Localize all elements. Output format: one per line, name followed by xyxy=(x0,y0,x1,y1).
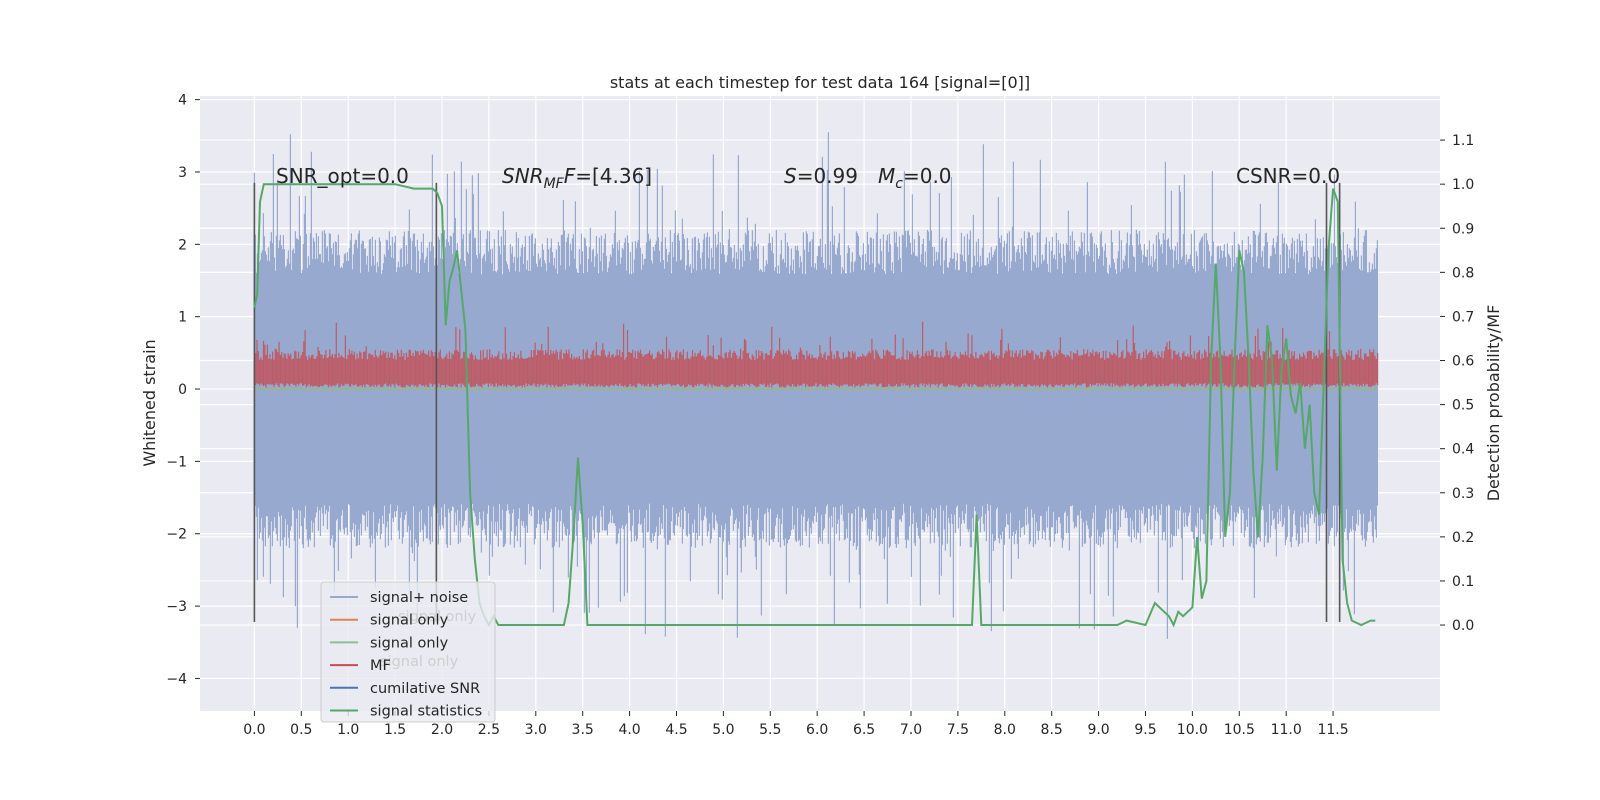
legend-box xyxy=(320,581,496,723)
y-tick-label: 3 xyxy=(178,165,187,181)
x-tick-label: 4.0 xyxy=(618,722,640,738)
x-tick-label: 0.5 xyxy=(290,722,312,738)
x-tick-label: 10.0 xyxy=(1177,722,1208,738)
y-tick-label: −2 xyxy=(166,527,187,543)
x-axis-ticks: 0.0 0.5 1.0 1.5 2.0 2.5 3.0 3.5 4.0 4.5 5.0 5.5 6.0 6… xyxy=(243,711,1349,738)
legend-label: MF xyxy=(370,658,391,674)
x-tick-label: 4.5 xyxy=(665,722,687,738)
legend-ghost-label: signal only xyxy=(398,609,477,625)
annotation-snr-opt: SNR_opt=0.0 xyxy=(276,164,409,188)
x-tick-label: 1.5 xyxy=(384,722,406,738)
y-tick-label: −3 xyxy=(166,599,187,615)
x-tick-label: 3.5 xyxy=(572,722,594,738)
x-tick-label: 0.0 xyxy=(243,722,265,738)
y2-axis-ticks: 0.0 0.1 0.2 0.3 0.4 0.5 0.6 0.7 0.8 0.9 1.0 1.1 xyxy=(1440,133,1474,634)
y2-tick-label: 0.0 xyxy=(1452,618,1474,634)
mc-value: =0.0 xyxy=(903,164,952,188)
legend-label: cumilative SNR xyxy=(370,681,480,697)
y-axis-label: Whitened strain xyxy=(140,339,159,466)
x-tick-label: 2.0 xyxy=(431,722,453,738)
y2-tick-label: 0.8 xyxy=(1452,265,1474,281)
s-value: =0.99 xyxy=(797,164,858,188)
x-tick-label: 7.5 xyxy=(947,722,969,738)
y-tick-label: 4 xyxy=(178,93,187,109)
legend-label: signal only xyxy=(370,613,449,629)
x-tick-label: 1.0 xyxy=(337,722,359,738)
mc-main: M xyxy=(878,164,895,188)
y2-tick-label: 0.4 xyxy=(1452,442,1474,458)
y-tick-label: −1 xyxy=(166,454,187,470)
signal-statistics-series xyxy=(253,183,1376,628)
x-tick-label: 10.5 xyxy=(1224,722,1255,738)
y2-tick-label: 0.3 xyxy=(1452,486,1474,502)
x-tick-label: 3.0 xyxy=(525,722,547,738)
y-tick-label: −4 xyxy=(166,671,187,687)
x-tick-label: 5.5 xyxy=(759,722,781,738)
x-tick-label: 7.0 xyxy=(900,722,922,738)
legend-ghost-label: signal only xyxy=(380,654,459,670)
y-tick-label: 2 xyxy=(178,237,187,253)
x-tick-label: 2.5 xyxy=(478,722,500,738)
x-tick-label: 8.5 xyxy=(1041,722,1063,738)
y2-axis-label: Detection probability/MF xyxy=(1484,305,1503,502)
mc-sub: c xyxy=(895,176,903,192)
legend-label: signal statistics xyxy=(370,704,482,720)
x-tick-label: 11.5 xyxy=(1317,722,1348,738)
y2-tick-label: 0.2 xyxy=(1452,530,1474,546)
y2-tick-label: 0.5 xyxy=(1452,398,1474,414)
legend: signal only signal only signal+ noise sig… xyxy=(320,581,496,723)
x-tick-label: 6.0 xyxy=(806,722,828,738)
x-tick-label: 8.0 xyxy=(994,722,1016,738)
y2-tick-label: 1.1 xyxy=(1452,133,1474,149)
y-tick-label: 0 xyxy=(178,382,187,398)
snr-mf-main: SNR xyxy=(502,164,544,188)
s-main: S xyxy=(784,164,797,188)
x-tick-label: 6.5 xyxy=(853,722,875,738)
annotation-csnr: CSNR=0.0 xyxy=(1236,164,1340,188)
y2-tick-label: 0.7 xyxy=(1452,309,1474,325)
x-tick-label: 5.0 xyxy=(712,722,734,738)
y-axis-ticks: 4 3 2 1 0 −1 −2 −3 −4 xyxy=(166,93,200,687)
x-tick-label: 11.0 xyxy=(1271,722,1302,738)
legend-label: signal only xyxy=(370,635,449,651)
y-tick-label: 1 xyxy=(178,310,187,326)
y2-tick-label: 0.9 xyxy=(1452,221,1474,237)
chart-title: stats at each timestep for test data 164… xyxy=(610,73,1030,92)
annotation-snr-mf: SNRMFF=[4.36] xyxy=(502,164,652,192)
x-tick-label: 9.0 xyxy=(1087,722,1109,738)
annotation-mc: Mc=0.0 xyxy=(878,164,952,192)
snr-mf-italic-f: F xyxy=(564,164,576,188)
y2-tick-label: 1.0 xyxy=(1452,177,1474,193)
y2-tick-label: 0.6 xyxy=(1452,354,1474,370)
legend-label: signal+ noise xyxy=(370,590,468,606)
signal-statistics-trace xyxy=(253,183,1376,628)
x-tick-label: 9.5 xyxy=(1134,722,1156,738)
annotation-s: S=0.99 xyxy=(784,164,858,188)
snr-mf-sub: MF xyxy=(544,176,565,192)
y2-tick-label: 0.1 xyxy=(1452,574,1474,590)
snr-mf-value: =[4.36] xyxy=(575,164,652,188)
